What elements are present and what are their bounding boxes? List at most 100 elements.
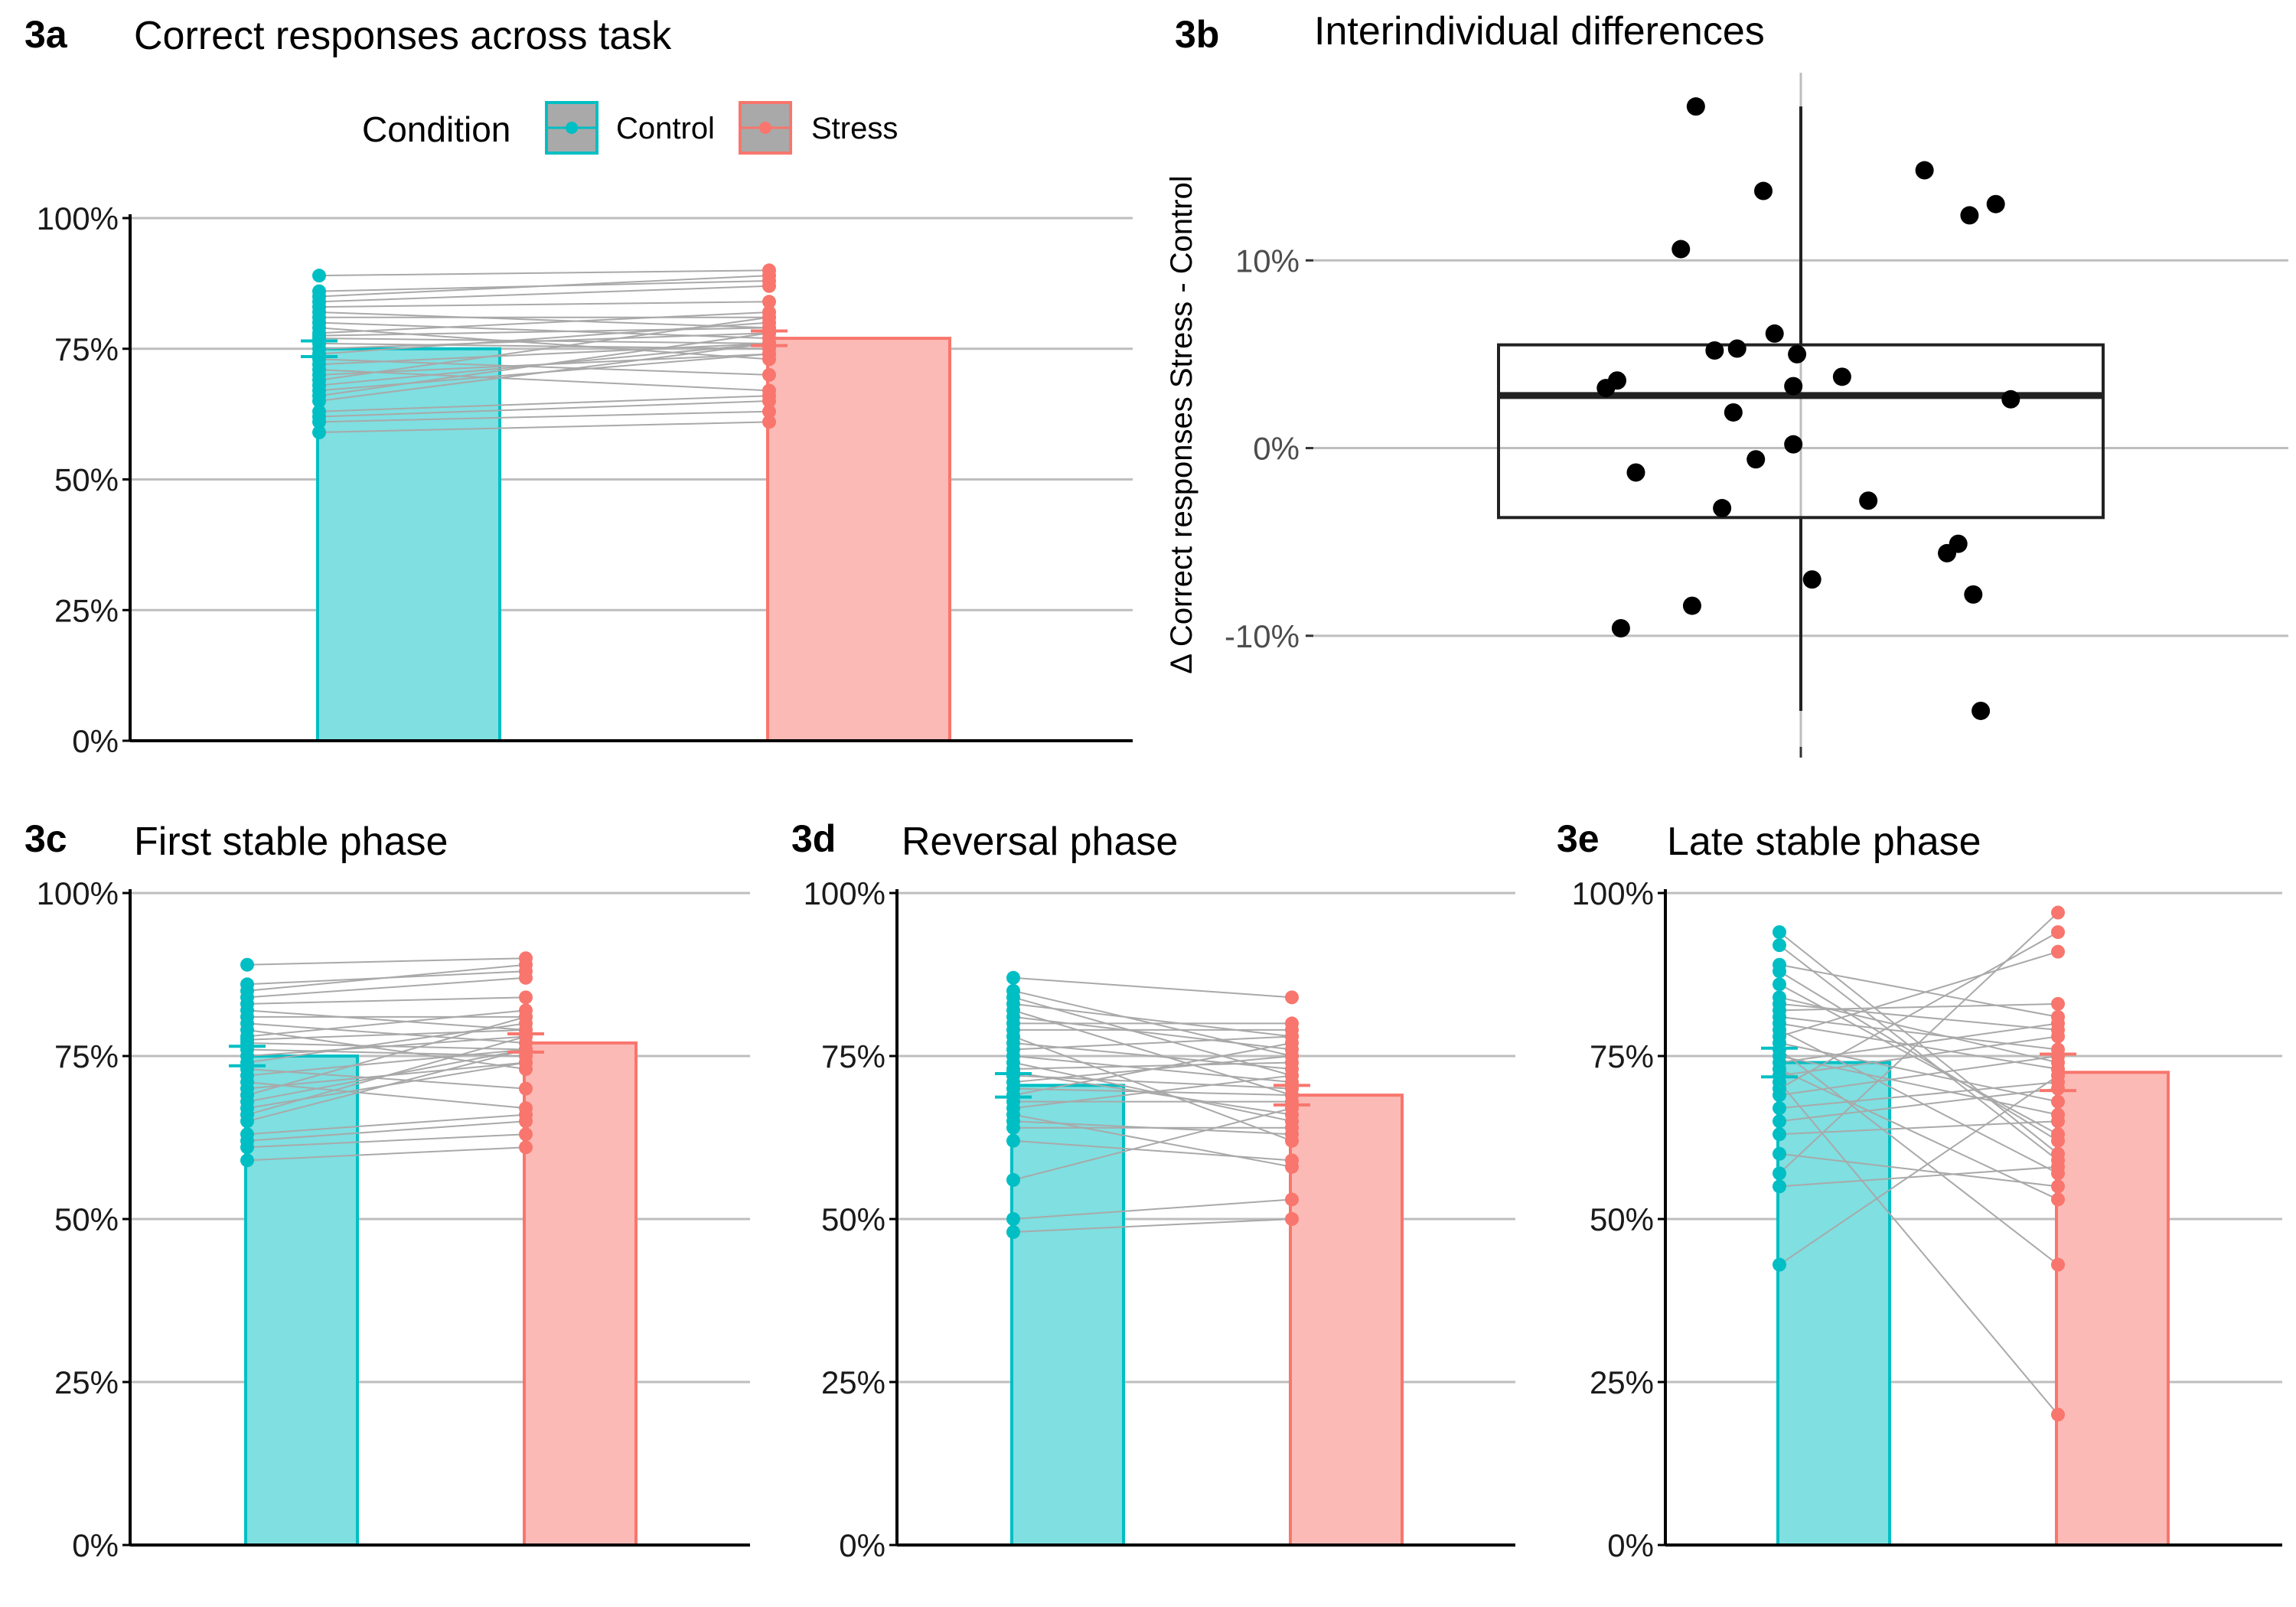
subject-line-3a-0 <box>318 421 770 434</box>
plot-area-3d: 0% 25% 50% 75% 100% <box>804 875 1515 1563</box>
subject-line-3c-26 <box>246 970 527 986</box>
bar-3d-control <box>1010 1084 1125 1547</box>
point-3e-control-5 <box>1773 1114 1786 1129</box>
plot-area-3b: -10% 0% 10% <box>1225 73 2288 758</box>
subject-line-3c-10 <box>246 1081 527 1110</box>
point-3a-control-27 <box>312 269 326 283</box>
point-3e-stress-27 <box>2051 1146 2065 1161</box>
point-3c-stress-27 <box>519 951 533 966</box>
y-tick-label-3b-0: -10% <box>1225 618 1300 654</box>
point-3e-stress-2 <box>2051 905 2065 920</box>
point-3b-27 <box>1971 701 1991 720</box>
y-tick-label-3d-1: 25% <box>821 1364 885 1400</box>
point-3a-stress-19 <box>762 352 776 367</box>
point-3e-stress-24 <box>2051 1133 2065 1148</box>
subject-line-3c-23 <box>246 996 527 1005</box>
y-tick-label-3a-1: 25% <box>54 592 119 628</box>
subject-line-3a-10 <box>318 369 770 392</box>
point-3b-3 <box>1915 161 1934 180</box>
subject-line-3e-17 <box>1779 1029 2059 1175</box>
subject-line-3d-18 <box>1013 1041 1293 1071</box>
subject-line-3c-15 <box>246 1048 527 1057</box>
subject-line-3e-25 <box>1779 963 2059 1018</box>
panel-title-3c: First stable phase <box>134 820 448 864</box>
point-3d-control-27 <box>1006 970 1020 985</box>
subject-line-3a-26 <box>318 279 770 292</box>
subject-line-3c-0 <box>246 1146 527 1162</box>
subject-line-3a-27 <box>318 269 770 277</box>
subject-line-3d-13 <box>1013 1071 1293 1116</box>
subject-line-3a-2 <box>318 400 770 418</box>
bar-3a-stress <box>766 337 951 742</box>
point-3c-control-0 <box>240 1153 254 1168</box>
point-3b-26 <box>1611 619 1630 638</box>
subject-line-3d-27 <box>1013 976 1293 999</box>
point-3c-stress-23 <box>519 990 533 1005</box>
subject-line-3c-6 <box>246 1061 527 1110</box>
panel-tag-3b: 3b <box>1175 13 1219 56</box>
subject-line-3e-11 <box>1779 1068 2059 1201</box>
y-tick-label-3d-3: 75% <box>821 1038 885 1074</box>
point-3b-14 <box>2001 390 2020 409</box>
point-3e-stress-16 <box>2051 944 2065 959</box>
panel-tag-3e: 3e <box>1557 817 1600 860</box>
point-3b-1 <box>1671 240 1691 259</box>
subject-line-3d-25 <box>1013 996 1293 1077</box>
point-3d-control-2 <box>1006 1172 1020 1187</box>
point-3b-16 <box>1784 435 1803 454</box>
point-3a-control-0 <box>312 425 326 440</box>
point-3e-control-4 <box>1773 1127 1786 1142</box>
point-3a-stress-27 <box>762 263 776 278</box>
subject-line-3d-14 <box>1013 1061 1293 1071</box>
subject-line-3a-6 <box>318 353 770 392</box>
point-3d-stress-0 <box>1285 1212 1299 1226</box>
legend-label-stress: Stress <box>811 112 898 145</box>
point-3b-18 <box>1626 463 1645 482</box>
point-3b-0 <box>1686 97 1705 116</box>
point-3a-stress-21 <box>762 310 776 324</box>
y-tick-label-3e-3: 75% <box>1590 1038 1654 1074</box>
point-3a-control-3 <box>312 404 326 419</box>
bar-3e-stress <box>2055 1071 2170 1547</box>
point-3c-stress-26 <box>519 964 533 979</box>
point-3e-stress-25 <box>2051 1009 2065 1024</box>
y-tick-label-3c-2: 50% <box>54 1201 119 1237</box>
subject-line-3e-4 <box>1779 1120 2059 1136</box>
subject-line-3a-23 <box>318 301 770 308</box>
subject-line-3d-22 <box>1013 1015 1293 1051</box>
subject-line-3a-13 <box>318 321 770 355</box>
y-tick-label-3c-3: 75% <box>54 1038 119 1074</box>
panel-tag-3a: 3a <box>24 13 68 56</box>
subject-line-3e-18 <box>1779 1022 2059 1071</box>
panel-title-3d: Reversal phase <box>902 820 1178 864</box>
y-tick-label-3c-0: 0% <box>72 1527 119 1563</box>
point-3b-20 <box>1713 499 1732 518</box>
point-3b-5 <box>1986 194 2005 214</box>
subject-line-3e-23 <box>1779 983 2059 1136</box>
point-3d-control-3 <box>1006 1133 1020 1148</box>
point-3e-stress-15 <box>2051 1094 2065 1109</box>
y-tick-label-3e-4: 100% <box>1572 875 1654 911</box>
point-3d-stress-25 <box>1285 1068 1299 1083</box>
subject-line-3a-11 <box>318 342 770 366</box>
point-3b-10 <box>1832 367 1851 386</box>
subject-line-3e-8 <box>1779 931 2059 1090</box>
point-3c-stress-19 <box>519 1062 533 1077</box>
point-3d-stress-26 <box>1285 1049 1299 1063</box>
point-3c-stress-21 <box>519 1009 533 1024</box>
point-3e-control-22 <box>1773 990 1786 1005</box>
point-3e-control-26 <box>1773 938 1786 953</box>
point-3d-control-1 <box>1006 1212 1020 1226</box>
panel-title-3a: Correct responses across task <box>134 14 672 58</box>
point-3b-4 <box>1960 206 1979 225</box>
subject-line-3e-7 <box>1779 1055 2059 1097</box>
panel-3a: 3a Correct responses across task Conditi… <box>24 13 1133 759</box>
point-3d-control-26 <box>1006 983 1020 998</box>
subject-line-3a-1 <box>318 410 770 423</box>
point-3b-8 <box>1727 339 1746 358</box>
subject-line-3e-3 <box>1779 1152 2059 1188</box>
point-3b-19 <box>1859 491 1878 510</box>
point-3e-control-6 <box>1773 1101 1786 1116</box>
y-axis-label-3b: Δ Correct responses Stress - Control <box>1165 175 1199 673</box>
